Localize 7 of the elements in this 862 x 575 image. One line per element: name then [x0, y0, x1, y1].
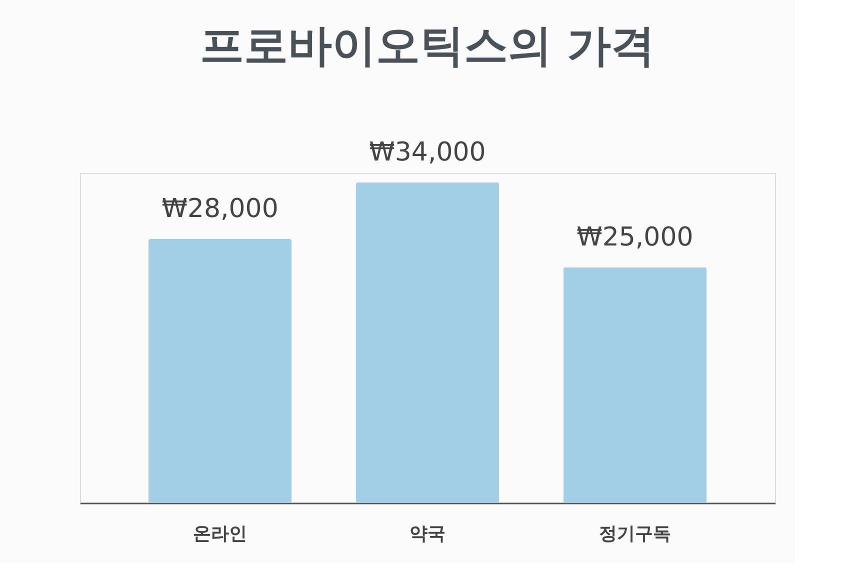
x-tick-label: 온라인 [193, 524, 248, 544]
x-tick-label: 정기구독 [598, 524, 671, 544]
x-tick-label: 약국 [410, 524, 446, 544]
data-label: ₩25,000 [576, 222, 694, 252]
data-label: ₩28,000 [162, 194, 278, 224]
data-label: ₩34,000 [369, 137, 486, 168]
chart-title: 프로바이오틱스의 가격 [200, 20, 656, 72]
